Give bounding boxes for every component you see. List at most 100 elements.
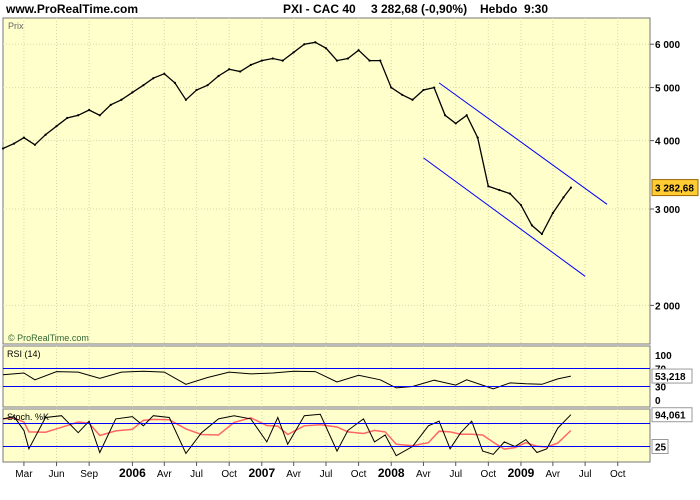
axis-layer: Mar Jun Sep 2006 Avr Jul Oct 2007 Avr Jul Oct 2008 A… (15, 40, 699, 480)
price-point (98, 114, 101, 117)
price-change: 3 282,68 (-0,90%) (371, 2, 468, 16)
price-point (443, 114, 447, 117)
site-name[interactable]: www.ProRealTime.com (6, 2, 139, 16)
watermark: © ProRealTime.com (8, 333, 89, 343)
chart-header: www.ProRealTime.com PXI - CAC 40 3 282,6… (0, 0, 700, 18)
rsi-series-line (2, 370, 572, 390)
price-point (454, 122, 457, 125)
price-point (551, 211, 554, 215)
x-tick-label: Avr (286, 469, 301, 480)
x-tick-label: Jul (449, 469, 462, 480)
x-tick-label: Oct (610, 469, 626, 480)
period-and-time: Hebdo 9:30 (480, 2, 548, 16)
stoch-panel-label: Stoch. %K (7, 412, 49, 422)
price-point (206, 84, 209, 87)
price-point (239, 70, 242, 73)
price-point (1, 147, 5, 150)
stoch-panel (2, 408, 651, 463)
price-point (260, 59, 263, 62)
x-tick-label: Sep (80, 469, 98, 480)
price-point (142, 84, 145, 87)
y-tick-label: 5 000 (655, 84, 680, 95)
rsi-panel-label: RSI (14) (7, 349, 41, 359)
price-point (432, 86, 436, 89)
price-point (33, 143, 37, 146)
x-tick-label: Avr (416, 469, 431, 480)
x-tick-label: 2006 (119, 466, 146, 480)
price-point (562, 196, 565, 199)
stoch-band-tag (651, 439, 669, 454)
price-point (314, 41, 317, 44)
price-point (12, 142, 16, 145)
period-label: Hebdo (480, 2, 518, 16)
price-point (390, 86, 393, 89)
price-point (88, 108, 91, 112)
price-point (324, 47, 328, 50)
channel-line (423, 157, 586, 277)
x-tick-label: Oct (221, 469, 237, 480)
price-point (228, 68, 231, 71)
price-point (249, 63, 252, 67)
price-point (44, 133, 47, 136)
price-point (131, 91, 134, 94)
price-point (379, 59, 382, 62)
price-point (508, 192, 512, 195)
x-tick-label: Jul (579, 469, 592, 480)
price-point (303, 43, 306, 46)
price-point (109, 103, 112, 106)
series-layer (1, 41, 573, 457)
price-series-line (2, 41, 572, 236)
stoch-k-line (2, 413, 572, 457)
price-point (195, 88, 198, 92)
y-tick-label: 2 000 (655, 301, 680, 312)
price-point (487, 185, 490, 188)
price-point (271, 57, 274, 60)
price-point (335, 59, 339, 62)
y-tick-label: 6 000 (655, 40, 680, 51)
price-point (422, 88, 425, 92)
price-point (540, 232, 543, 236)
rsi-last-tag (651, 368, 693, 384)
price-point (368, 59, 371, 62)
stoch-d-line (2, 417, 572, 450)
price-point (465, 114, 468, 117)
x-tick-label: Mar (15, 469, 33, 480)
x-tick-label: Oct (351, 469, 367, 480)
price-point (569, 186, 573, 189)
x-tick-label: Jun (48, 469, 64, 480)
price-panel (2, 17, 651, 345)
price-panel-label: Prix (8, 21, 24, 31)
price-point (519, 203, 523, 207)
price-point (292, 51, 295, 54)
price-point (357, 49, 360, 52)
rsi-tick-label: 100 (655, 351, 672, 362)
x-tick-label: Jul (190, 469, 203, 480)
price-point (173, 81, 177, 84)
last-price-tag (651, 179, 699, 197)
price-point (346, 57, 350, 60)
stoch-band-label: 25 (655, 443, 667, 454)
price-point (184, 98, 188, 101)
price-point (476, 136, 479, 139)
price-point (281, 59, 284, 62)
x-tick-label: 2007 (248, 466, 275, 480)
rsi-band-label: 30 (655, 383, 667, 394)
price-point (498, 188, 501, 192)
price-point (530, 224, 534, 227)
grid-layer (3, 18, 650, 462)
price-point (55, 125, 58, 128)
x-tick-label: 2008 (378, 466, 405, 480)
rsi-last-label: 53,218 (655, 372, 686, 383)
price-point (401, 93, 404, 96)
time-label: 9:30 (524, 2, 549, 16)
x-tick-label: Oct (481, 469, 497, 480)
stoch-last-label: 94,061 (655, 411, 686, 422)
x-tick-label: Avr (157, 469, 172, 480)
price-point (120, 98, 123, 101)
price-point (217, 74, 220, 78)
x-tick-label: 2009 (508, 466, 535, 480)
price-point (152, 77, 155, 80)
channel-line (438, 82, 608, 205)
price-point (411, 98, 414, 101)
